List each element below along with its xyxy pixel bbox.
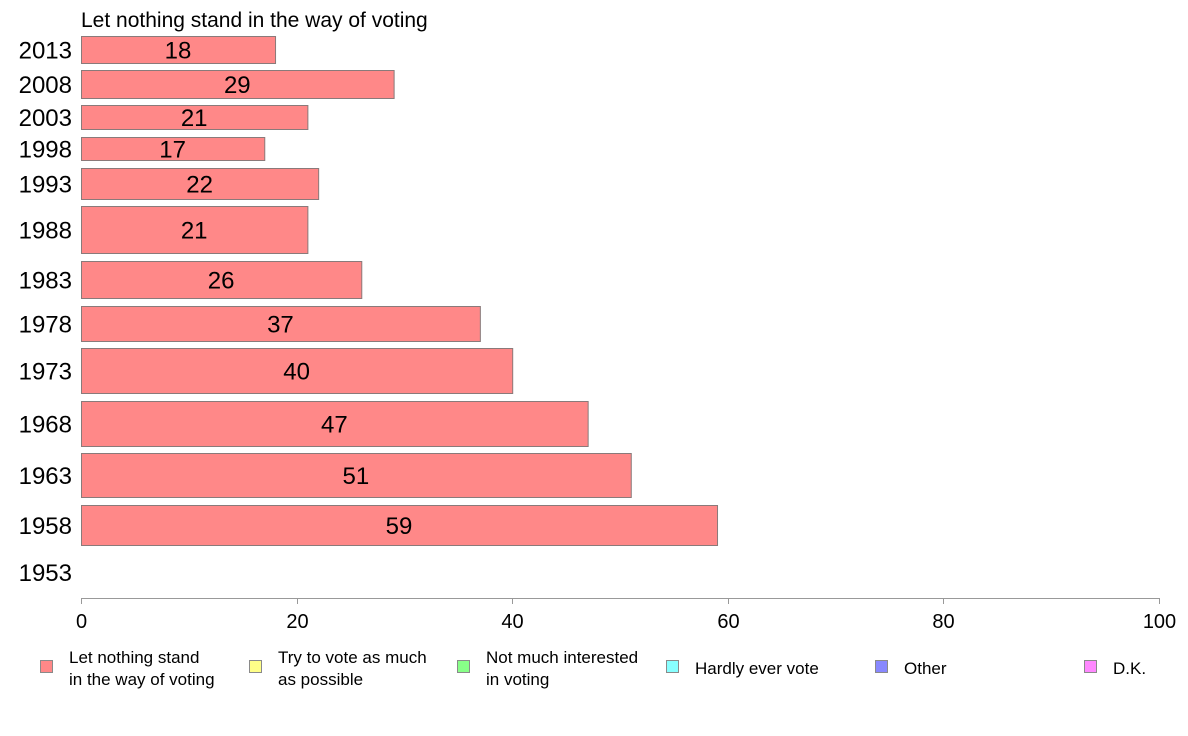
bar [81, 137, 266, 161]
legend-label: Other [904, 659, 947, 678]
legend-swatch [666, 660, 679, 673]
y-tick-label: 1953 [19, 560, 72, 587]
legend-label: D.K. [1113, 659, 1146, 678]
data-label: 47 [321, 412, 348, 439]
legend-label: as possible [278, 670, 363, 689]
legend-swatch [457, 660, 470, 673]
legend-item: D.K. [1084, 659, 1146, 678]
y-tick-label: 1973 [19, 359, 72, 386]
legend-item: Hardly ever vote [666, 659, 819, 678]
data-label: 21 [181, 218, 208, 245]
y-tick-label: 1968 [19, 412, 72, 439]
legend-item: Let nothing stand in the way of voting [40, 648, 215, 689]
data-label: 26 [208, 268, 235, 295]
bar [81, 306, 481, 342]
y-tick-label: 2013 [19, 38, 72, 65]
bar [81, 105, 309, 130]
legend-label: Let nothing stand [69, 648, 199, 667]
y-tick-label: 1978 [19, 312, 72, 339]
legend-item: Other [875, 659, 947, 678]
data-label: 40 [283, 359, 310, 386]
data-label: 51 [343, 463, 370, 490]
y-tick-label: 2008 [19, 72, 72, 99]
legend-swatch [1084, 660, 1097, 673]
x-tick-label: 100 [1143, 611, 1176, 633]
legend-swatch [40, 660, 53, 673]
legend-label: Hardly ever vote [695, 659, 819, 678]
x-tick-label: 60 [717, 611, 739, 633]
legend-item: Try to vote as much as possible [249, 648, 427, 689]
data-label: 17 [159, 137, 186, 164]
x-axis: 0 20 40 60 80 100 [76, 598, 1176, 633]
legend: Let nothing stand in the way of voting Try… [40, 648, 1146, 689]
x-tick-label: 40 [501, 611, 523, 633]
y-tick-label: 2003 [19, 105, 72, 132]
legend-label: in voting [486, 670, 549, 689]
x-tick-label: 0 [76, 611, 87, 633]
y-tick-label: 1998 [19, 137, 72, 164]
data-label: 22 [186, 172, 213, 199]
bar [81, 261, 363, 299]
y-tick-label: 1983 [19, 268, 72, 295]
data-label: 18 [165, 38, 192, 65]
legend-item: Not much interested in voting [457, 648, 638, 689]
bar [81, 206, 309, 254]
y-tick-label: 1993 [19, 172, 72, 199]
y-tick-label: 1958 [19, 513, 72, 540]
data-label: 37 [267, 312, 294, 339]
x-tick-label: 20 [286, 611, 308, 633]
bar [81, 348, 514, 394]
bar [81, 168, 320, 200]
legend-label: Not much interested [486, 648, 638, 667]
data-label: 59 [386, 513, 413, 540]
legend-swatch [249, 660, 262, 673]
bar [81, 505, 719, 546]
y-axis-labels: 2013 2008 2003 1998 1993 1988 1983 1978 1973 1968… [19, 38, 72, 588]
data-label: 21 [181, 105, 208, 132]
x-tick-label: 80 [932, 611, 954, 633]
y-tick-label: 1963 [19, 463, 72, 490]
legend-label: Try to vote as much [278, 648, 427, 667]
y-tick-label: 1988 [19, 218, 72, 245]
bar [81, 453, 632, 498]
bar [81, 70, 395, 99]
bar [81, 401, 589, 447]
legend-swatch [875, 660, 888, 673]
bar [81, 36, 277, 64]
chart-title: Let nothing stand in the way of voting [81, 9, 428, 32]
legend-label: in the way of voting [69, 670, 215, 689]
data-label: 29 [224, 72, 251, 99]
